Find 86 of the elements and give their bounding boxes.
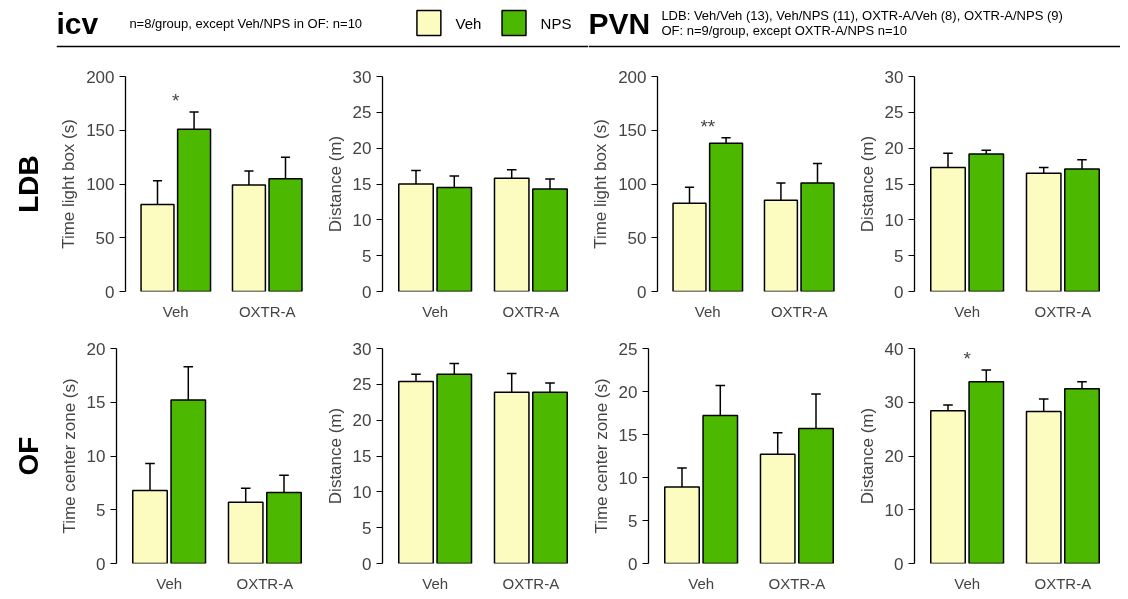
bar xyxy=(1025,172,1062,292)
chart-subtitle: n=8/group, except Veh/NPS in OF: n=10 xyxy=(129,15,363,31)
x-tick-label: Veh xyxy=(694,302,721,320)
y-tick-label: 30 xyxy=(352,67,372,87)
y-tick-label: 30 xyxy=(884,67,904,87)
annotation: ** xyxy=(700,115,716,137)
y-tick-label: 100 xyxy=(618,175,647,194)
y-tick-label: 20 xyxy=(618,382,638,402)
x-tick-label: OXTR-A xyxy=(770,302,828,320)
y-axis-title: Distance (m) xyxy=(325,135,345,233)
text: OF xyxy=(13,436,44,476)
x-tick-label: OXTR-A xyxy=(1034,302,1092,320)
y-tick-label: 200 xyxy=(86,67,115,87)
y-tick-label: 100 xyxy=(86,175,115,194)
annotation: * xyxy=(963,347,972,369)
y-tick-label: 0 xyxy=(362,282,372,302)
y-tick-label: 15 xyxy=(884,175,904,194)
y-tick-label: 10 xyxy=(86,447,106,466)
y-tick-label: 5 xyxy=(96,500,106,520)
legend-label: NPS xyxy=(540,14,572,32)
x-tick-label: Veh xyxy=(422,574,449,592)
legend-label: Veh xyxy=(455,14,482,32)
y-tick-label: 0 xyxy=(362,554,372,574)
y-tick-label: 10 xyxy=(618,468,638,488)
y-tick-label: 200 xyxy=(618,67,647,87)
y-tick-label: 0 xyxy=(105,282,115,302)
y-tick-label: 20 xyxy=(884,447,904,466)
y-tick-label: 40 xyxy=(884,339,904,359)
y-tick-label: 5 xyxy=(894,246,904,266)
y-axis-title: Time light box (s) xyxy=(591,119,611,249)
y-tick-label: 25 xyxy=(352,103,372,123)
y-tick-label: 30 xyxy=(884,393,904,413)
y-tick-label: 20 xyxy=(352,411,372,431)
y-axis-title: Time light box (s) xyxy=(59,119,79,249)
y-tick-label: 5 xyxy=(362,246,372,266)
y-tick-label: 150 xyxy=(86,121,115,141)
bar xyxy=(930,410,966,564)
y-tick-label: 5 xyxy=(628,511,638,531)
y-axis-title: Time center zone (s) xyxy=(59,378,79,534)
chart-title: PVN xyxy=(588,6,651,40)
y-tick-label: 0 xyxy=(894,554,904,574)
chart-subtitle: LDB: Veh/Veh (13), Veh/NPS (11), OXTR-A/Veh (8), OXTR-A/NPS (9) OF: n=9/group, except OXTR-A/NPS n=10 xyxy=(661,8,1063,38)
x-tick-label: Veh xyxy=(422,302,449,320)
bar xyxy=(968,153,1005,292)
x-tick-label: OXTR-A xyxy=(502,574,560,592)
y-axis-title: Distance (m) xyxy=(857,135,877,233)
y-tick-label: 15 xyxy=(86,393,106,413)
y-tick-label: 0 xyxy=(96,554,106,574)
y-tick-label: 15 xyxy=(352,175,372,194)
x-tick-label: OXTR-A xyxy=(236,574,294,592)
y-axis-title: Distance (m) xyxy=(857,407,877,505)
x-tick-label: Veh xyxy=(162,302,189,320)
annotation: * xyxy=(172,89,181,111)
x-tick-label: OXTR-A xyxy=(1034,574,1092,592)
x-tick-label: OXTR-A xyxy=(768,574,826,592)
bar xyxy=(708,142,744,292)
x-tick-label: Veh xyxy=(688,574,715,592)
x-tick-label: Veh xyxy=(156,574,183,592)
y-tick-label: 0 xyxy=(637,282,647,302)
text: LDB xyxy=(13,155,44,213)
y-tick-label: 50 xyxy=(95,228,115,248)
y-tick-label: 30 xyxy=(352,339,372,359)
y-tick-label: 25 xyxy=(618,339,638,359)
y-tick-label: 15 xyxy=(352,447,372,466)
y-tick-label: 20 xyxy=(86,339,106,359)
y-tick-label: 25 xyxy=(884,103,904,123)
x-tick-label: OXTR-A xyxy=(502,302,560,320)
y-tick-label: 50 xyxy=(627,228,647,248)
y-tick-label: 15 xyxy=(618,425,638,445)
y-tick-label: 0 xyxy=(894,282,904,302)
y-axis-title: Time center zone (s) xyxy=(591,378,611,534)
y-tick-label: 10 xyxy=(352,482,372,502)
y-tick-label: 25 xyxy=(352,375,372,395)
chart-title: icv xyxy=(56,6,99,40)
y-tick-label: 0 xyxy=(628,554,638,574)
x-tick-label: Veh xyxy=(954,574,981,592)
y-tick-label: 20 xyxy=(884,139,904,159)
x-tick-label: Veh xyxy=(954,302,981,320)
y-axis-title: Distance (m) xyxy=(325,407,345,505)
y-tick-label: 5 xyxy=(362,518,372,538)
y-tick-label: 10 xyxy=(352,210,372,230)
y-tick-label: 20 xyxy=(352,139,372,159)
x-tick-label: OXTR-A xyxy=(238,302,296,320)
y-tick-label: 10 xyxy=(884,500,904,520)
y-tick-label: 10 xyxy=(884,210,904,230)
y-tick-label: 150 xyxy=(618,121,647,141)
